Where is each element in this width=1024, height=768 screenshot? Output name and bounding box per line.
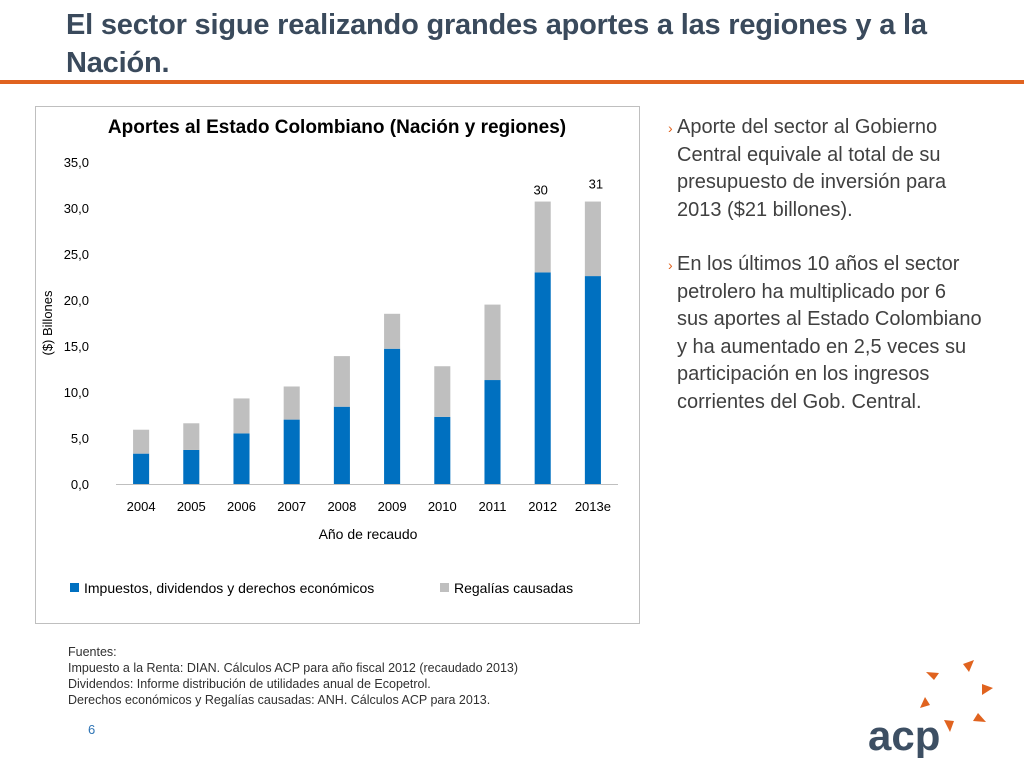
y-tick-label: 10,0 [64, 385, 89, 400]
bar-regalias [534, 201, 551, 273]
y-axis-label: ($) Billones [40, 290, 55, 356]
x-tick-label: 2012 [528, 499, 557, 514]
bar-regalias [233, 398, 250, 434]
x-tick-label: 2008 [327, 499, 356, 514]
bar-impuestos [534, 272, 551, 484]
bar-impuestos [384, 348, 401, 484]
bar-regalias [333, 356, 350, 407]
legend-swatch [70, 583, 79, 592]
bar-regalias [133, 429, 150, 454]
source-line: Dividendos: Informe distribución de util… [68, 677, 431, 691]
bar-regalias [384, 313, 401, 349]
chevron-right-icon: › [668, 257, 673, 273]
x-tick-label: 2013e [575, 499, 611, 514]
logo-wordmark: acp [868, 712, 940, 758]
bar-impuestos [183, 449, 200, 484]
x-axis-label: Año de recaudo [319, 526, 418, 542]
bullet-line: Central equivale al total de su [677, 143, 941, 166]
slide-title: El sector sigue realizando grandes aport… [66, 6, 966, 82]
bar-regalias [484, 304, 501, 381]
y-tick-label: 5,0 [71, 431, 89, 446]
bullet-line: petrolero ha multiplicado por 6 [677, 280, 947, 303]
y-tick-label: 25,0 [64, 247, 89, 262]
x-tick-label: 2007 [277, 499, 306, 514]
bar-regalias [434, 366, 451, 417]
bullet-line: y ha aumentado en 2,5 veces su [677, 335, 967, 358]
bullet-line: En los últimos 10 años el sector [677, 253, 960, 275]
bar-impuestos [434, 416, 451, 484]
legend-swatch [440, 583, 449, 592]
slide-title-line-2: Nación. [66, 47, 170, 79]
chart-frame: Aportes al Estado Colombiano (Nación y r… [35, 106, 640, 624]
total-data-label: 30 [533, 183, 547, 198]
chevron-right-icon: › [668, 120, 673, 136]
bar-impuestos [584, 276, 601, 484]
bar-impuestos [283, 419, 300, 484]
bullet-line: corrientes del Gob. Central. [677, 390, 922, 413]
total-data-label: 31 [589, 177, 603, 192]
x-tick-label: 2004 [127, 499, 156, 514]
sources-heading: Fuentes: [68, 645, 117, 659]
bullet-line: 2013 ($21 billones). [677, 198, 853, 221]
y-tick-label: 15,0 [64, 339, 89, 354]
source-line: Derechos económicos y Regalías causadas:… [68, 693, 491, 707]
bullet-line: Aporte del sector al Gobierno [677, 116, 938, 138]
sources-note: Fuentes: Impuesto a la Renta: DIAN. Cálc… [68, 644, 668, 708]
slide-title-line-1: El sector sigue realizando grandes aport… [66, 9, 927, 41]
bullet-item-2: › En los últimos 10 años el sector petro… [668, 251, 1008, 416]
legend-label: Regalías causadas [454, 580, 573, 596]
bullet-line: sus aportes al Estado Colombiano [677, 308, 982, 330]
chart-title: Aportes al Estado Colombiano (Nación y r… [108, 117, 566, 138]
x-tick-label: 2009 [378, 499, 407, 514]
y-tick-label: 30,0 [64, 201, 89, 216]
title-divider [0, 80, 1024, 84]
sunburst-icon [920, 660, 993, 732]
bar-chart: Aportes al Estado Colombiano (Nación y r… [40, 117, 618, 596]
page-number: 6 [88, 722, 96, 737]
x-tick-label: 2010 [428, 499, 457, 514]
bar-impuestos [484, 380, 501, 484]
x-tick-label: 2005 [177, 499, 206, 514]
x-tick-label: 2006 [227, 499, 256, 514]
x-tick-label: 2011 [479, 499, 507, 514]
bullet-line: presupuesto de inversión para [677, 171, 947, 193]
acp-logo: acp [868, 660, 993, 758]
bar-regalias [283, 386, 300, 420]
y-tick-label: 0,0 [71, 477, 89, 492]
legend-label: Impuestos, dividendos y derechos económi… [84, 580, 374, 596]
bullet-item-1: › Aporte del sector al Gobierno Central … [668, 114, 1008, 224]
y-tick-label: 20,0 [64, 293, 89, 308]
bullet-line: participación en los ingresos [677, 363, 930, 385]
bar-impuestos [233, 433, 250, 484]
bar-regalias [584, 201, 601, 277]
bar-regalias [183, 423, 200, 450]
bar-impuestos [133, 453, 150, 484]
source-line: Impuesto a la Renta: DIAN. Cálculos ACP … [68, 661, 519, 675]
bullet-list: › Aporte del sector al Gobierno Central … [668, 114, 1008, 443]
y-tick-label: 35,0 [64, 155, 89, 170]
bar-impuestos [333, 406, 350, 484]
